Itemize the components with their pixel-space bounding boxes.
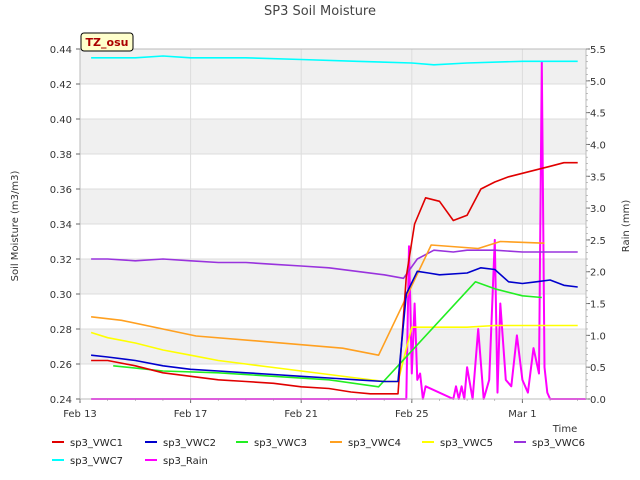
plot-band bbox=[80, 49, 586, 84]
y-tick-label: 0.32 bbox=[50, 255, 72, 266]
legend-label-sp3_Rain: sp3_Rain bbox=[163, 456, 208, 467]
x-axis-label: Time bbox=[552, 424, 577, 435]
chart-title: SP3 Soil Moisture bbox=[264, 4, 376, 19]
y-tick-label: 0.36 bbox=[50, 185, 72, 196]
legend: sp3_VWC1 sp3_VWC2 sp3_VWC3 sp3_VWC4 sp3_VWC5… bbox=[52, 438, 585, 467]
series-line-sp3_VWC6 bbox=[91, 249, 578, 280]
y-tick-label: 0.26 bbox=[50, 360, 72, 371]
y2-tick-label: 3.5 bbox=[590, 172, 606, 183]
y2-tick-label: 2.5 bbox=[590, 236, 606, 247]
y2-tick-label: 1.5 bbox=[590, 300, 606, 311]
axes: 0.24 0.26 0.28 0.30 0.32 0.34 0.36 0.38 0.40 0.42… bbox=[50, 45, 606, 420]
x-tick-label: Feb 25 bbox=[395, 409, 429, 420]
badge-label: TZ_osu bbox=[86, 36, 129, 49]
x-tick-label: Feb 21 bbox=[284, 409, 318, 420]
series-line-sp3_VWC5 bbox=[90, 324, 578, 383]
series-line-sp3_VWC4 bbox=[91, 240, 545, 357]
y-tick-label: 0.38 bbox=[50, 150, 72, 161]
y-tick-label: 0.28 bbox=[50, 325, 72, 336]
y-tick-label: 0.44 bbox=[50, 45, 72, 56]
y-tick-label: 0.40 bbox=[50, 115, 72, 126]
series-line-sp3_VWC1 bbox=[91, 161, 578, 395]
plot-band bbox=[80, 189, 586, 224]
legend-label-sp3_VWC6: sp3_VWC6 bbox=[532, 438, 585, 449]
legend-label-sp3_VWC5: sp3_VWC5 bbox=[440, 438, 493, 449]
y2-tick-label: 4.0 bbox=[590, 140, 606, 151]
series-line-sp3_VWC7 bbox=[91, 55, 578, 66]
badge: TZ_osu bbox=[80, 32, 134, 52]
legend-label-sp3_VWC1: sp3_VWC1 bbox=[70, 438, 123, 449]
y-tick-label: 0.30 bbox=[50, 290, 72, 301]
legend-label-sp3_VWC7: sp3_VWC7 bbox=[70, 456, 123, 467]
badge-box bbox=[80, 32, 134, 52]
y2-tick-label: 4.5 bbox=[590, 109, 606, 120]
plot-band bbox=[80, 329, 586, 364]
legend-label-sp3_VWC2: sp3_VWC2 bbox=[163, 438, 216, 449]
y2-tick-label: 3.0 bbox=[590, 204, 606, 215]
y2-tick-label: 0.5 bbox=[590, 363, 606, 374]
y-tick-label: 0.42 bbox=[50, 80, 72, 91]
y2-tick-label: 1.0 bbox=[590, 331, 606, 342]
plot-band bbox=[80, 119, 586, 154]
y2-tick-label: 0.0 bbox=[590, 395, 606, 406]
y-tick-label: 0.34 bbox=[50, 220, 72, 231]
y-axis-label: Soil Moisture (m3/m3) bbox=[10, 171, 21, 282]
y2-tick-label: 5.0 bbox=[590, 77, 606, 88]
y2-tick-label: 5.5 bbox=[590, 45, 606, 56]
plot-band bbox=[80, 259, 586, 294]
x-tick-label: Feb 17 bbox=[174, 409, 208, 420]
legend-label-sp3_VWC3: sp3_VWC3 bbox=[254, 438, 307, 449]
y-tick-label: 0.24 bbox=[50, 395, 72, 406]
x-tick-label: Mar 1 bbox=[508, 409, 536, 420]
series-line-sp3_VWC3 bbox=[113, 280, 542, 388]
legend-label-sp3_VWC4: sp3_VWC4 bbox=[348, 438, 401, 449]
y2-tick-label: 2.0 bbox=[590, 268, 606, 279]
x-tick-label: Feb 13 bbox=[63, 409, 97, 420]
series-line-sp3_VWC2 bbox=[91, 266, 578, 383]
y2-axis-label: Rain (mm) bbox=[621, 200, 632, 253]
series-layer bbox=[90, 55, 586, 400]
series-line-sp3_Rain bbox=[91, 60, 586, 400]
